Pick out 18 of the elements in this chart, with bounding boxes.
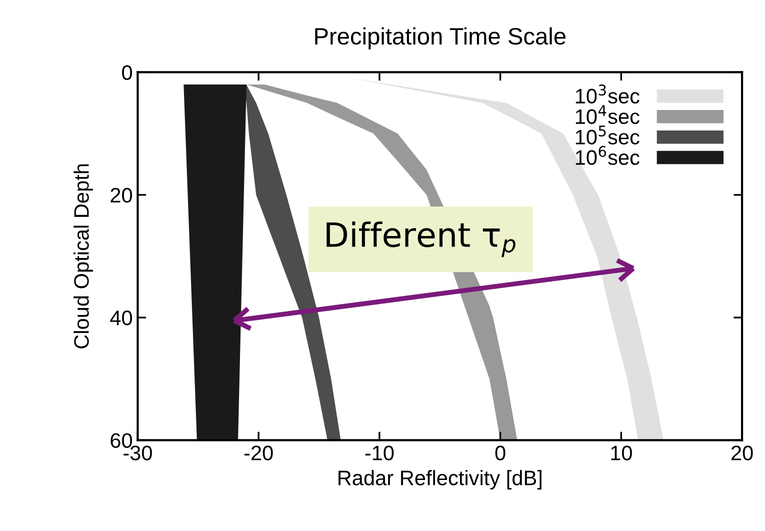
x-tick-label: 10 [611,446,632,460]
y-tick-label: 40 [110,310,132,326]
x-tick-label: 0 [495,446,506,460]
y-tick-label: 60 [110,433,132,448]
x-tick-label: 20 [732,446,753,460]
legend-label: 10$^{3}$sec [576,84,640,104]
y-axis-title: Cloud Optical Depth [74,164,93,348]
legend-label: 10$^{4}$sec [576,105,640,124]
legend-label: 10$^{6}$sec [576,146,640,165]
x-axis-title: Radar Reflectivity [dB] [338,470,542,490]
y-tick-label: 20 [110,188,132,203]
annotation: Different τ$_{p}$ [326,221,516,258]
x-tick-label: -20 [244,446,273,460]
y-tick-label: 0 [122,65,132,80]
x-tick-label: -30 [124,446,152,460]
chart-title: Precipitation Time Scale [315,27,566,50]
legend-label: 10$^{5}$sec [576,126,640,144]
x-tick-label: -10 [365,446,394,460]
